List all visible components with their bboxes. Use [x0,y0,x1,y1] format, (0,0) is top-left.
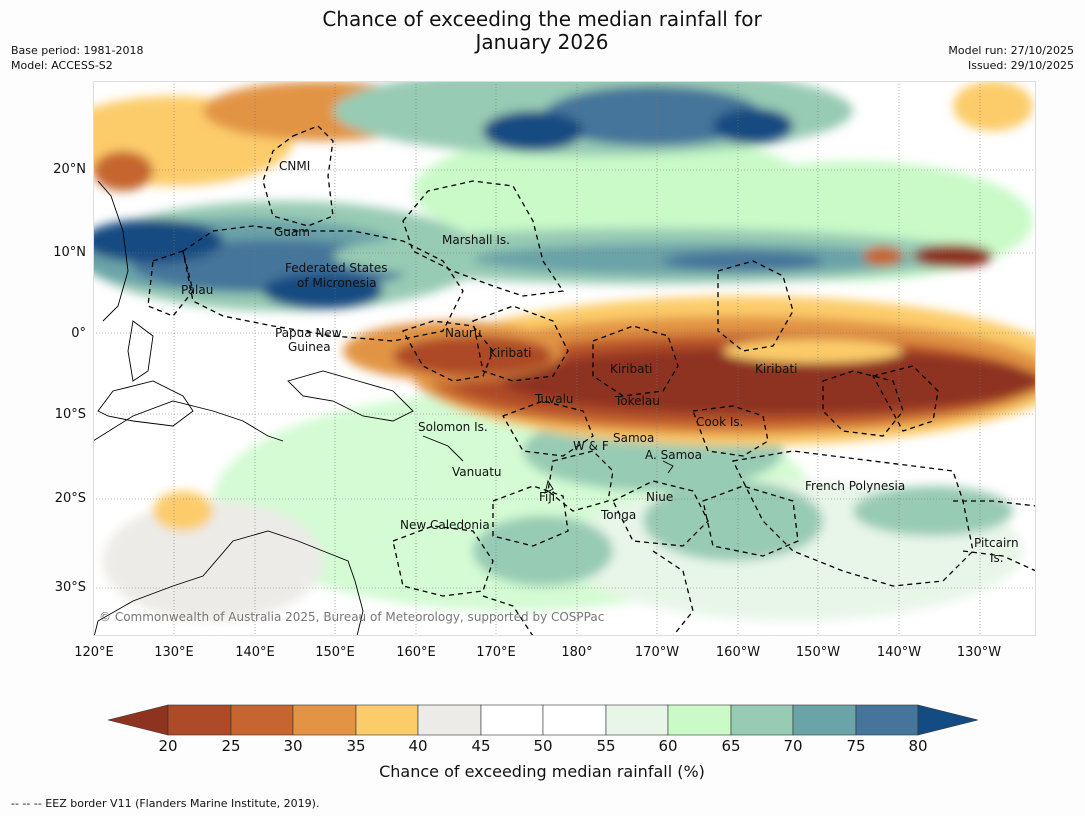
label-nauru: Nauru [445,326,481,340]
lat-tick-20n: 20°N [53,162,86,177]
label-marshall: Marshall Is. [442,233,510,247]
lon-tick-130e: 130°E [154,645,194,660]
base-period: Base period: 1981-2018 [11,44,144,57]
colorbar-label: Chance of exceeding median rainfall (%) [379,762,705,781]
map-area: CNMI Guam Marshall Is. Federated States … [93,81,1036,636]
colorbar [106,703,980,739]
label-png-line2: Guinea [288,340,331,354]
label-american-samoa: A. Samoa [645,448,702,462]
label-wallis-futuna: W & F [573,439,609,453]
colorbar-bin-40-45 [417,704,482,736]
label-fsm-line1: Federated States [285,261,387,275]
colorbar-tick-50: 50 [533,737,553,755]
lat-tick-10n: 10°N [53,245,86,260]
label-png-line1: Papua New [275,326,342,340]
colorbar-tick-20: 20 [158,737,178,755]
colorbar-tick-30: 30 [283,737,303,755]
label-new-caledonia: New Caledonia [400,518,490,532]
lon-tick-170w: 170°W [634,645,680,660]
colorbar-bin-45-50 [480,704,544,736]
copyright-notice: © Commonwealth of Australia 2025, Bureau… [99,610,604,624]
colorbar-tick-40: 40 [408,737,428,755]
colorbar-bin-60-65 [667,704,732,736]
colorbar-bin-65-70 [730,704,794,736]
model-run: Model run: 27/10/2025 [948,44,1074,57]
label-solomon-is: Solomon Is. [418,420,488,434]
title-line-2: January 2026 [475,30,609,54]
label-tuvalu: Tuvalu [534,392,574,406]
lat-tick-20s: 20°S [54,491,86,506]
colorbar-bin-70-75 [792,704,857,736]
label-pitcairn-line1: Pitcairn [974,536,1019,550]
map-title: Chance of exceeding the median rainfall … [242,8,842,54]
label-niue: Niue [646,490,673,504]
colorbar-bin-75-80 [855,704,919,736]
colorbar-tick-25: 25 [221,737,241,755]
lon-tick-180: 180° [561,645,593,660]
colorbar-extend-low [107,704,169,736]
colorbar-extend-high [917,704,979,736]
lon-tick-140e: 140°E [235,645,275,660]
lat-tick-10s: 10°S [54,407,86,422]
label-kiribati-central: Kiribati [610,362,652,376]
label-samoa: Samoa [613,431,654,445]
model-name: Model: ACCESS-S2 [11,59,113,72]
lon-tick-150w: 150°W [795,645,841,660]
title-line-1: Chance of exceeding the median rainfall … [322,7,762,31]
colorbar-bin-55-60 [605,704,669,736]
colorbar-bin-50-55 [542,704,607,736]
lon-tick-160e: 160°E [396,645,436,660]
colorbar-tick-80: 80 [908,737,928,755]
label-tonga: Tonga [600,508,636,522]
label-fsm-line2: of Micronesia [297,276,377,290]
colorbar-tick-60: 60 [658,737,678,755]
label-kiribati-east: Kiribati [755,362,797,376]
label-french-polynesia: French Polynesia [805,479,905,493]
colorbar-tick-35: 35 [346,737,366,755]
label-pitcairn-line2: Is. [990,551,1004,565]
colorbar-bin-20-25 [167,704,232,736]
label-palau: Palau [181,283,213,297]
lon-tick-140w: 140°W [876,645,922,660]
colorbar-bin-30-35 [292,704,357,736]
label-kiribati-west: Kiribati [489,346,531,360]
colorbar-bin-25-30 [230,704,294,736]
label-tokelau: Tokelau [614,394,660,408]
rainfall-map: CNMI Guam Marshall Is. Federated States … [93,81,1036,636]
colorbar-tick-70: 70 [783,737,803,755]
colorbar-tick-75: 75 [846,737,866,755]
label-vanuatu: Vanuatu [452,465,502,479]
colorbar-bin-35-40 [355,704,419,736]
rainfall-field [93,81,1036,621]
colorbar-tick-45: 45 [471,737,491,755]
colorbar-svg [107,704,979,736]
coastlines [93,180,674,636]
label-cnmi: CNMI [279,159,310,173]
lon-tick-120e: 120°E [74,645,114,660]
lon-tick-150e: 150°E [315,645,355,660]
colorbar-tick-65: 65 [721,737,741,755]
lon-tick-130w: 130°W [956,645,1002,660]
lon-tick-170e: 170°E [476,645,516,660]
label-fiji: Fiji [539,490,555,504]
label-cook-is: Cook Is. [696,415,743,429]
region-labels: CNMI Guam Marshall Is. Federated States … [181,159,1019,565]
issued-date: Issued: 29/10/2025 [967,59,1074,72]
meta-right: Model run: 27/10/2025 Issued: 29/10/2025 [948,43,1074,73]
colorbar-tick-55: 55 [596,737,616,755]
graticule [93,81,1036,636]
lat-tick-30s: 30°S [54,580,86,595]
label-guam: Guam [274,225,310,239]
map-border [93,81,1036,636]
lat-tick-0: 0° [71,326,86,341]
meta-left: Base period: 1981-2018 Model: ACCESS-S2 [11,43,143,73]
lon-tick-160w: 160°W [715,645,761,660]
eez-footnote: -- -- -- EEZ border V11 (Flanders Marine… [11,797,320,810]
eez-borders [147,125,1036,636]
